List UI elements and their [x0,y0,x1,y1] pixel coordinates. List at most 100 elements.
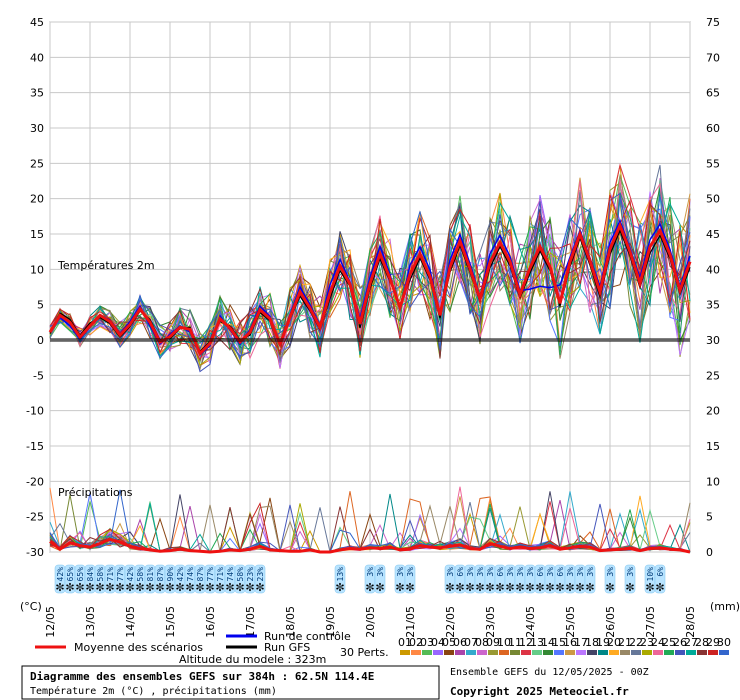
snow-flake-icon: ✼ [205,581,214,594]
legend-gfs-label: Run GFS [264,641,310,654]
perturbation-id: 23 [640,636,654,649]
right-unit-label: (mm) [710,600,740,613]
snow-flake-icon: ✼ [335,581,344,594]
perturbation-id: 24 [651,636,665,649]
precip-prob-label: 6% [556,567,565,577]
legend-mean-label: Moyenne des scénarios [74,641,203,654]
precip-probability-tags: ✼42%✼65%✼65%✼84%✼58%✼71%✼77%✼42%✼58%✼81%… [54,564,666,594]
perturbation-swatch [488,650,498,655]
snow-flake-icon: ✼ [465,581,474,594]
precip-prob-bar [404,564,416,594]
left-tick-label: 5 [37,299,44,312]
right-tick-label: 65 [706,87,720,100]
precip-prob-label: 77% [206,567,215,582]
right-tick-label: 60 [706,122,720,135]
precip-prob-label: 3% [366,567,375,577]
precip-prob-label: 6% [536,567,545,577]
precip-prob-label: 3% [486,567,495,577]
precip-prob-label: 3% [626,567,635,577]
snow-flake-icon: ✼ [55,581,64,594]
perturbation-swatch [587,650,597,655]
perturbation-swatch [411,650,421,655]
perturbation-swatch [510,650,520,655]
precip-prob-label: 3% [446,567,455,577]
perturbation-id: 29 [706,636,720,649]
perturbation-id: 16 [563,636,577,649]
perturbation-line-29 [49,194,691,362]
perturbation-id: 07 [464,636,478,649]
perturbation-swatch [598,650,608,655]
precip-prob-label: 3% [546,567,555,577]
x-tick-label: 28/05 [684,606,697,638]
precip-prob-label: 42% [56,567,65,582]
snow-flake-icon: ✼ [495,581,504,594]
snow-flake-icon: ✼ [575,581,584,594]
legend-control-label: Run de contrôle [264,630,351,643]
x-axis-labels: 12/05 13/05 14/05 15/05 16/05 17/05 18/05 19/05… [44,606,697,638]
perturbation-swatch [543,650,553,655]
snow-flake-icon: ✼ [105,581,114,594]
snow-flake-icon: ✼ [365,581,374,594]
precip-prob-label: 23% [256,567,265,582]
left-axis-ticks: 45 40 35 30 25 20 15 10 5 0 -5 -10 -15 -20 -25 -30 [26,16,44,559]
precip-prob-bar [374,564,386,594]
perturbation-swatch [686,650,696,655]
perturbation-id: 30 [717,636,731,649]
precip-prob-bar [334,564,346,594]
perturbation-swatch [697,650,707,655]
perturbation-id: 04 [431,636,445,649]
left-tick-label: 20 [30,193,44,206]
perturbation-id: 28 [695,636,709,649]
mean-temperature-line [48,221,692,357]
snow-flake-icon: ✼ [485,581,494,594]
precip-prob-label: 6% [656,567,665,577]
perturbation-swatch [554,650,564,655]
perturbation-id: 08 [475,636,489,649]
perturbations-label: 30 Perts. [340,646,389,659]
precip-prob-label: 42% [126,567,135,582]
left-tick-label: -30 [26,546,44,559]
precip-prob-bar [584,564,596,594]
precip-prob-label: 3% [566,567,575,577]
perturbation-id: 20 [607,636,621,649]
perturbation-swatch [433,650,443,655]
snow-flake-icon: ✼ [215,581,224,594]
snow-flake-icon: ✼ [555,581,564,594]
precip-prob-label: 74% [186,567,195,582]
right-tick-label: 15 [706,440,720,453]
precip-prob-label: 77% [116,567,125,582]
left-tick-label: 45 [30,16,44,29]
x-tick-label: 16/05 [204,606,217,638]
snow-flake-icon: ✼ [475,581,484,594]
snow-flake-icon: ✼ [535,581,544,594]
left-tick-label: 25 [30,157,44,170]
right-tick-label: 20 [706,405,720,418]
precip-prob-bar [254,564,266,594]
snow-flake-icon: ✼ [565,581,574,594]
precip-prob-label: 42% [176,567,185,582]
perturbation-swatch [653,650,663,655]
precip-prob-label: 3% [606,567,615,577]
precip-prob-bar [604,564,616,594]
right-tick-label: 40 [706,263,720,276]
right-tick-label: 45 [706,228,720,241]
precip-prob-label: 81% [146,567,155,582]
perturbation-swatch [400,650,410,655]
perturbation-line-13 [49,180,691,364]
left-tick-label: 10 [30,263,44,276]
perturbation-id: 13 [530,636,544,649]
precip-prob-label: 58% [96,567,105,582]
perturbation-swatch [708,650,718,655]
precip-prob-label: 13% [336,567,345,582]
snow-flake-icon: ✼ [165,581,174,594]
x-tick-label: 26/05 [604,606,617,638]
x-tick-label: 15/05 [164,606,177,638]
x-tick-label: 25/05 [564,606,577,638]
perturbation-swatch [631,650,641,655]
precip-prob-bar [624,564,636,594]
snow-flake-icon: ✼ [75,581,84,594]
left-tick-label: -15 [26,440,44,453]
perturbation-swatch [719,650,729,655]
perturbation-id: 21 [618,636,632,649]
